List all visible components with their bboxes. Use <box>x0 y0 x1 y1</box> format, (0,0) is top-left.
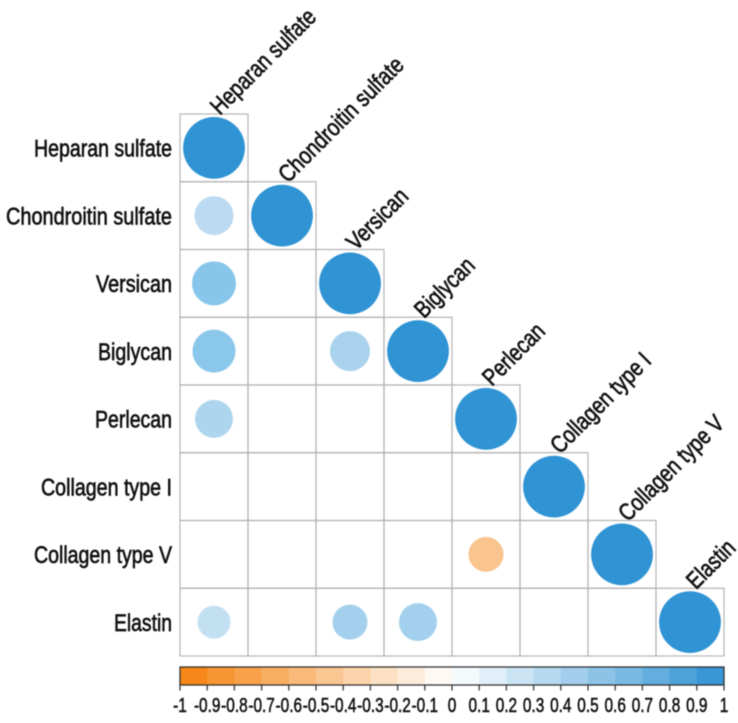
svg-text:0.9: 0.9 <box>686 695 707 717</box>
svg-text:Perlecan: Perlecan <box>95 407 172 434</box>
svg-text:-0.5: -0.5 <box>303 695 330 717</box>
svg-text:-0.6: -0.6 <box>276 695 303 717</box>
svg-text:-0.3: -0.3 <box>357 695 384 717</box>
svg-text:0.7: 0.7 <box>632 695 653 717</box>
svg-text:-0.2: -0.2 <box>384 695 411 717</box>
svg-text:0.5: 0.5 <box>577 695 598 717</box>
svg-text:0.4: 0.4 <box>550 695 571 717</box>
svg-text:Heparan sulfate: Heparan sulfate <box>34 136 172 163</box>
svg-text:-1: -1 <box>173 695 187 717</box>
svg-text:-0.9: -0.9 <box>194 695 221 717</box>
svg-text:0.8: 0.8 <box>659 695 680 717</box>
svg-text:Versican: Versican <box>96 271 172 298</box>
svg-text:-0.7: -0.7 <box>248 695 275 717</box>
svg-text:0: 0 <box>448 695 457 717</box>
svg-text:-0.1: -0.1 <box>412 695 439 717</box>
svg-text:0.2: 0.2 <box>496 695 517 717</box>
svg-text:-0.8: -0.8 <box>221 695 248 717</box>
svg-text:Collagen type V: Collagen type V <box>34 542 172 569</box>
svg-text:0.3: 0.3 <box>523 695 544 717</box>
svg-text:1: 1 <box>720 695 729 717</box>
svg-text:Collagen type I: Collagen type I <box>41 474 172 501</box>
svg-text:Biglycan: Biglycan <box>98 339 172 366</box>
svg-text:-0.4: -0.4 <box>330 695 357 717</box>
svg-text:0.1: 0.1 <box>469 695 490 717</box>
svg-text:Elastin: Elastin <box>114 610 172 637</box>
svg-text:0.6: 0.6 <box>605 695 626 717</box>
svg-text:Chondroitin sulfate: Chondroitin sulfate <box>6 203 172 230</box>
